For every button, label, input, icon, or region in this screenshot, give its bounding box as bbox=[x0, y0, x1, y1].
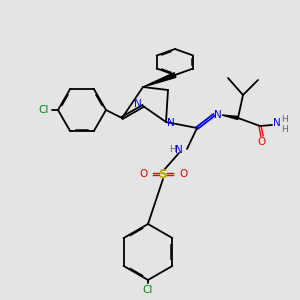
Text: N: N bbox=[273, 118, 281, 128]
Text: O: O bbox=[179, 169, 187, 179]
Text: Cl: Cl bbox=[39, 105, 49, 115]
Text: Cl: Cl bbox=[143, 285, 153, 295]
Text: N: N bbox=[214, 110, 222, 120]
Text: N: N bbox=[134, 99, 142, 109]
Text: S: S bbox=[158, 167, 167, 181]
Polygon shape bbox=[222, 115, 238, 119]
Text: H: H bbox=[280, 115, 287, 124]
Polygon shape bbox=[143, 73, 176, 87]
Text: N: N bbox=[167, 118, 175, 128]
Text: H: H bbox=[169, 146, 176, 154]
Text: O: O bbox=[258, 137, 266, 147]
Text: H: H bbox=[280, 124, 287, 134]
Text: O: O bbox=[139, 169, 147, 179]
Text: N: N bbox=[175, 145, 183, 155]
